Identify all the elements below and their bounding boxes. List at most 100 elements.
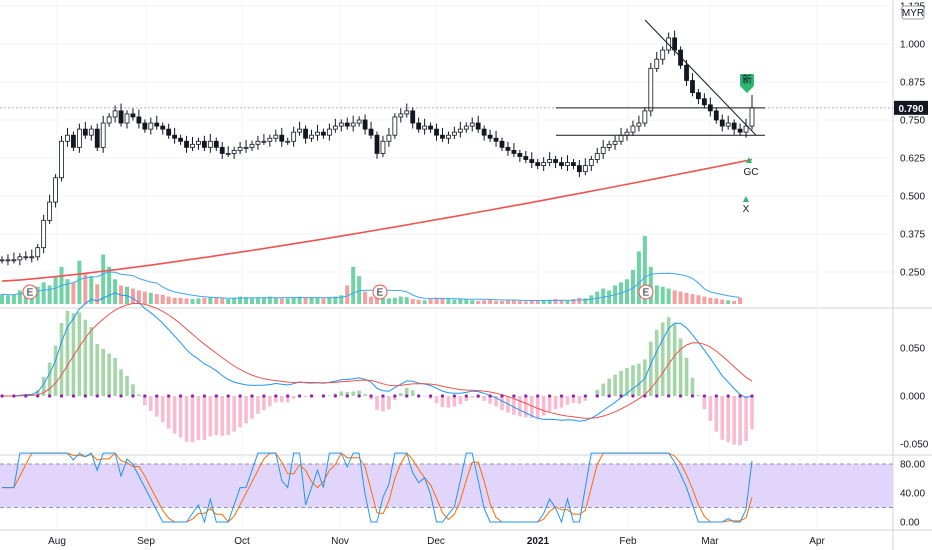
macd-histogram-bar <box>375 396 379 411</box>
stoch-tick-label: 80.00 <box>900 460 925 471</box>
volume-bar <box>571 299 576 304</box>
macd-zero-dot <box>0 394 4 398</box>
macd-tick-label: 0.000 <box>900 392 925 403</box>
candle-body <box>416 122 422 130</box>
candle-body <box>618 134 624 142</box>
macd-zero-dot <box>738 394 742 398</box>
buy-flag-label: 新 <box>742 73 752 86</box>
candle-body <box>29 256 35 259</box>
candle-body <box>481 128 487 136</box>
macd-histogram-bar <box>625 368 629 396</box>
candle-body <box>71 134 76 148</box>
macd-histogram-bar <box>619 370 623 396</box>
volume-bar <box>351 266 356 304</box>
candle-body <box>118 110 124 124</box>
macd-histogram-bar <box>226 396 230 435</box>
macd-histogram-bar <box>541 396 546 416</box>
macd-histogram-bar <box>512 396 516 415</box>
candle-body <box>571 162 576 166</box>
macd-histogram-bar <box>196 396 201 441</box>
macd-histogram-bar <box>119 369 123 396</box>
earnings-marker <box>22 284 38 300</box>
candle-body <box>541 162 547 166</box>
candle-body <box>499 140 505 148</box>
macd-zero-dot <box>559 394 564 398</box>
volume-bar <box>690 294 695 304</box>
volume-bar <box>654 285 659 304</box>
earnings-marker <box>372 284 388 300</box>
volume-bar <box>47 285 52 304</box>
candle-body <box>737 128 743 133</box>
candle-body <box>404 110 410 115</box>
buy-flag-arrow <box>740 86 754 93</box>
volume-bar <box>261 297 266 304</box>
stoch-band <box>0 464 893 508</box>
candle-body <box>213 140 219 148</box>
candle-body <box>410 110 416 124</box>
macd-histogram-bar <box>708 396 713 421</box>
macd-histogram-bar <box>726 396 730 443</box>
macd-histogram-bar <box>113 357 117 396</box>
macd-zero-dot <box>95 394 99 398</box>
candle-body <box>172 134 178 139</box>
candle-body <box>255 140 261 145</box>
macd-zero-dot <box>381 394 385 398</box>
candle-body <box>440 134 445 139</box>
macd-histogram-bar <box>649 341 653 396</box>
signal-line <box>2 302 753 419</box>
macd-zero-dot <box>36 394 40 398</box>
volume-bar <box>375 297 379 304</box>
macd-zero-dot <box>643 394 647 398</box>
candle-body <box>684 64 689 81</box>
candle-body <box>565 162 570 166</box>
macd-zero-dot <box>202 394 206 398</box>
candle-body <box>368 128 374 136</box>
volume-bar <box>369 296 374 304</box>
candle-body <box>273 134 279 139</box>
macd-histogram-bar <box>178 396 183 438</box>
volume-bar <box>184 298 189 304</box>
macd-histogram-bar <box>238 396 242 428</box>
candle-body <box>630 125 636 133</box>
candle-body <box>446 134 451 139</box>
candle-body <box>160 125 166 130</box>
price-tick-label: 0.750 <box>900 116 925 127</box>
volume-bar <box>95 284 100 304</box>
earnings-label: E <box>377 288 384 299</box>
macd-zero-dot <box>167 394 171 398</box>
volume-bar <box>0 294 4 304</box>
macd-histogram-bar <box>488 396 492 404</box>
macd-histogram-bar <box>274 396 278 403</box>
price-tick-label: 1.000 <box>900 40 925 51</box>
macd-histogram-bar <box>202 396 207 441</box>
volume-bar <box>11 294 16 304</box>
candle-body <box>350 122 356 127</box>
macd-histogram-bar <box>351 391 355 396</box>
macd-histogram-bar <box>637 363 641 396</box>
macd-histogram-bar <box>678 338 683 396</box>
candle-body <box>124 113 130 124</box>
volume-bar <box>339 295 344 304</box>
date-tick-label: Oct <box>234 536 250 547</box>
macd-zero-dot <box>190 394 195 398</box>
macd-zero-dot <box>655 394 659 398</box>
price-tick-label: 0.375 <box>900 230 925 241</box>
volume-bar <box>559 300 564 304</box>
macd-histogram-bar <box>559 396 564 408</box>
macd-zero-dot <box>678 394 683 398</box>
volume-bar <box>738 297 743 304</box>
macd-zero-dot <box>571 394 576 398</box>
volume-bar <box>476 300 481 304</box>
volume-bar <box>494 300 499 304</box>
macd-zero-dot <box>548 394 552 398</box>
candle-body <box>279 134 285 142</box>
macd-histogram-bar <box>672 323 677 396</box>
macd-histogram-bar <box>232 396 236 432</box>
candle-body <box>332 125 338 130</box>
date-tick-label: Feb <box>619 536 637 547</box>
candle-body <box>636 122 642 127</box>
candle-body <box>576 165 582 173</box>
candle-body <box>338 122 344 127</box>
macd-histogram-bar <box>83 319 88 396</box>
macd-histogram-bar <box>190 396 195 443</box>
